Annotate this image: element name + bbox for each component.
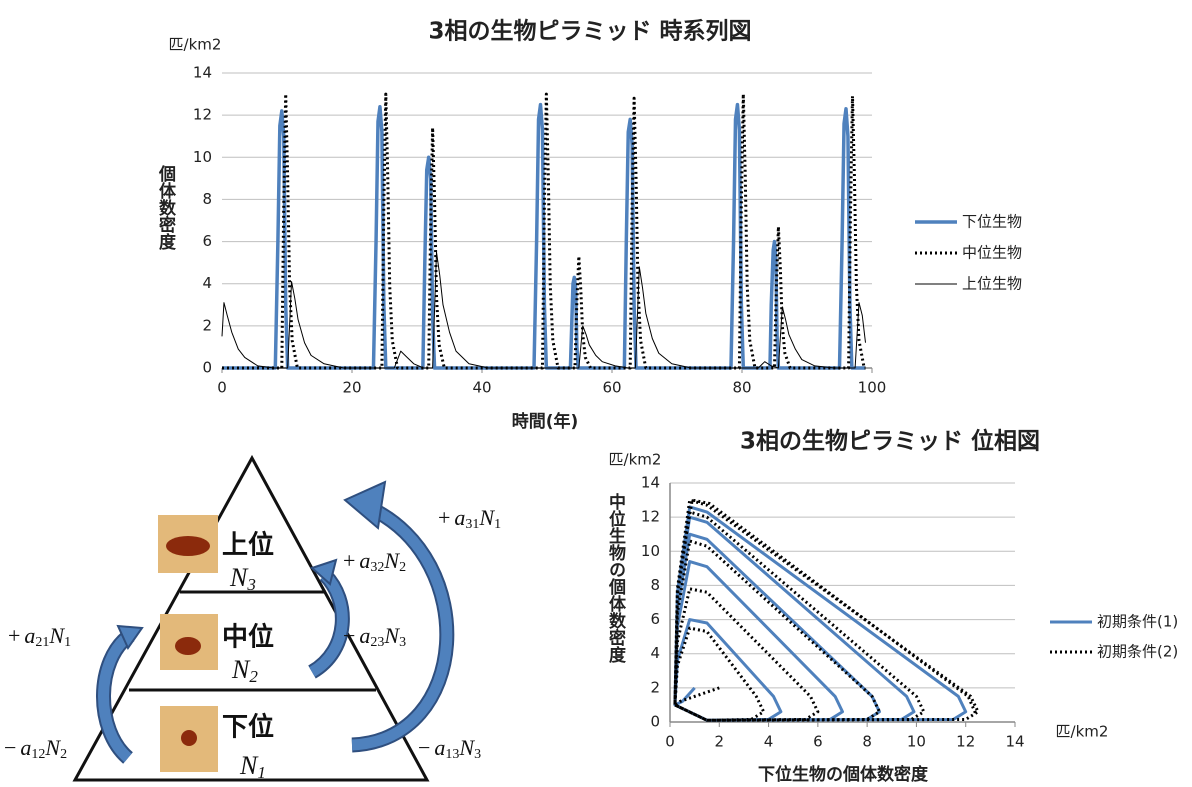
pyramid-diagram: 上位 N3 中位 N2 下位 N1 (75, 458, 447, 782)
term-var: N (383, 548, 400, 573)
term-sign: + (343, 548, 355, 573)
term-coef-sub: 13 (445, 747, 459, 762)
y-tick-label: 14 (641, 474, 660, 492)
term-coef: a (20, 735, 31, 760)
term-coef-sub: 32 (370, 560, 384, 575)
y-tick-label: 0 (650, 713, 660, 731)
legend-label: 下位生物 (962, 213, 1022, 231)
term-coef-sub: 31 (465, 517, 479, 532)
level-name: 上位 (222, 530, 274, 561)
icon-top-shape (166, 536, 210, 556)
x-tick-label: 80 (732, 379, 751, 397)
x-tick-label: 14 (1005, 733, 1024, 751)
var-sub: 2 (249, 667, 258, 686)
x-tick-label: 20 (342, 379, 361, 397)
term-var-sub: 3 (474, 747, 481, 762)
term-var-sub: 2 (399, 560, 406, 575)
y-tick-label: 10 (193, 148, 212, 166)
x-tick-label: 60 (602, 379, 621, 397)
y-tick-label: 8 (650, 576, 660, 594)
x-tick-label: 10 (907, 733, 926, 751)
term-var: N (478, 505, 495, 530)
term-coef: a (24, 623, 35, 648)
y-axis-label: 個体数密度 (155, 164, 177, 251)
term-sign: − (4, 735, 16, 760)
legend-label: 初期条件(1) (1097, 613, 1178, 631)
term-sign: − (343, 623, 355, 648)
y-unit: 匹/km2 (609, 451, 662, 469)
icon-low-shape (181, 730, 197, 746)
interaction-term: +a32N2 (343, 548, 406, 575)
interaction-term: +a31N1 (438, 505, 501, 532)
icon-mid-shape (175, 637, 201, 655)
y-tick-label: 2 (202, 316, 212, 334)
arrow-head (345, 482, 385, 528)
x-axis-label: 時間(年) (512, 411, 579, 432)
term-var-sub: 1 (494, 517, 501, 532)
term-sign: + (8, 623, 20, 648)
var-sub: 3 (246, 575, 256, 594)
x-tick-label: 0 (217, 379, 227, 397)
legend-label: 上位生物 (962, 275, 1022, 293)
var-sub: 1 (257, 763, 266, 782)
y-tick-label: 6 (650, 610, 660, 628)
level-name: 中位 (222, 622, 274, 653)
term-coef: a (434, 735, 445, 760)
y-tick-label: 6 (202, 232, 212, 250)
chart-title: 3相の生物ピラミッド 位相図 (740, 428, 1040, 455)
x-tick-label: 6 (813, 733, 823, 751)
term-var: N (44, 735, 61, 760)
term-var-sub: 1 (64, 635, 71, 650)
x-tick-label: 2 (715, 733, 725, 751)
term-coef-sub: 12 (31, 747, 45, 762)
y-tick-label: 12 (193, 106, 212, 124)
x-tick-label: 0 (665, 733, 675, 751)
y-tick-label: 4 (202, 274, 212, 292)
term-coef: a (359, 548, 370, 573)
interaction-term: −a23N3 (343, 623, 406, 650)
y-tick-label: 14 (193, 64, 212, 82)
term-coef: a (454, 505, 465, 530)
var: N (231, 655, 251, 684)
x-axis-label: 下位生物の個体数密度 (758, 764, 929, 785)
chart: 3相の生物ピラミッド 時系列図匹/km2 個体数密度時間(年) 0 2 4 6 8 10 12 1… (155, 18, 1022, 433)
term-sign: + (438, 505, 450, 530)
y-tick-label: 2 (650, 678, 660, 696)
legend-label: 中位生物 (962, 244, 1022, 262)
y-tick-label: 10 (641, 542, 660, 560)
y-axis-label: 中位生物の個体数密度 (605, 492, 627, 664)
x-tick-label: 40 (472, 379, 491, 397)
var: N (229, 563, 249, 592)
y-tick-label: 12 (641, 508, 660, 526)
interaction-term: −a12N2 (4, 735, 67, 762)
interaction-term: +a21N1 (8, 623, 71, 650)
x-tick-label: 4 (764, 733, 774, 751)
x-tick-label: 12 (956, 733, 975, 751)
page: 上位 N3 中位 N2 下位 N1 +a31N1+a32N2+a21N1−a23… (0, 0, 1192, 787)
term-coef: a (359, 623, 370, 648)
y-unit: 匹/km2 (169, 36, 222, 54)
x-tick-label: 100 (858, 379, 887, 397)
term-var: N (458, 735, 475, 760)
level-name: 下位 (222, 712, 274, 743)
legend-label: 初期条件(2) (1097, 643, 1178, 661)
term-var: N (48, 623, 65, 648)
term-sign: − (418, 735, 430, 760)
interaction-term: −a13N3 (418, 735, 481, 762)
term-var-sub: 2 (60, 747, 67, 762)
term-var-sub: 3 (399, 635, 406, 650)
term-coef-sub: 23 (370, 635, 384, 650)
term-coef-sub: 21 (35, 635, 49, 650)
x-unit: 匹/km2 (1056, 723, 1109, 741)
term-var: N (383, 623, 400, 648)
y-tick-label: 4 (650, 644, 660, 662)
y-tick-label: 0 (202, 359, 212, 377)
y-tick-label: 8 (202, 190, 212, 208)
var: N (239, 751, 259, 780)
x-tick-label: 8 (862, 733, 872, 751)
chart-title: 3相の生物ピラミッド 時系列図 (428, 18, 751, 45)
